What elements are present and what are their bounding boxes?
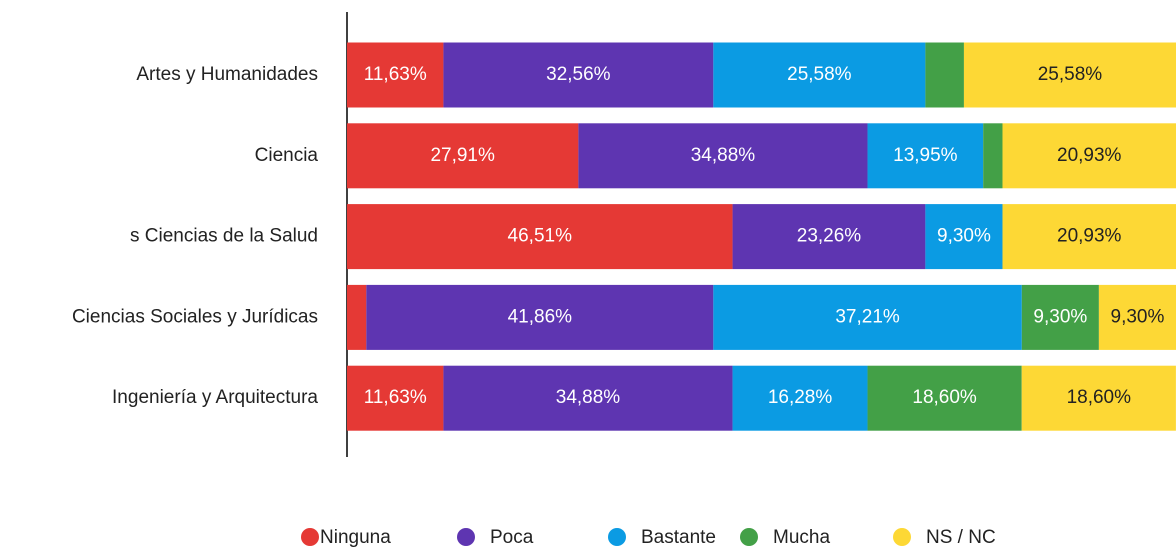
bar-segment [713,284,1022,350]
category-label: Ingeniería y Arquitectura [112,387,318,408]
legend-label: Bastante [641,527,716,547]
data-label: 13,95% [893,145,958,166]
data-label: 37,21% [835,306,900,327]
data-label: 9,30% [1033,306,1087,327]
legend-marker [893,528,911,546]
bar-segment [347,365,444,431]
bar-segment [1021,365,1176,431]
data-label: 16,28% [768,387,833,408]
legend-label: Mucha [773,527,830,547]
legend-label: Poca [490,527,534,547]
bar-segment [443,42,714,108]
bar-segment [366,284,714,350]
data-label: 9,30% [1111,306,1165,327]
bar-segment [578,123,868,189]
data-label: 27,91% [430,145,495,166]
category-label: Artes y Humanidades [136,64,318,85]
data-label: 41,86% [508,306,573,327]
data-label: 11,63% [364,387,427,408]
bar-segment [347,204,733,270]
bar-segment [443,365,733,431]
data-label: 20,93% [1057,226,1122,247]
bar-segment [347,284,367,350]
category-label: s Ciencias de la Salud [130,226,318,247]
bar-segment [1021,284,1099,350]
bar-segment [867,365,1022,431]
bar-segment [732,204,926,270]
bar-segment [925,42,964,108]
data-label: 18,60% [912,387,977,408]
data-label: 11,63% [364,64,427,85]
data-label: 32,56% [546,64,611,85]
bar-segment [983,123,1003,189]
bar-segment [732,365,868,431]
legend-label: NS / NC [926,527,996,547]
data-label: 18,60% [1067,387,1132,408]
bar-segment [1002,123,1176,189]
data-label: 9,30% [937,226,991,247]
data-label: 25,58% [1038,64,1103,85]
data-label: 20,93% [1057,145,1122,166]
bar-segment [347,42,444,108]
category-label: Ciencias Sociales y Jurídicas [72,306,318,327]
bar-segment [1002,204,1176,270]
bar-segment [347,123,579,189]
legend-marker [740,528,758,546]
legend-marker [301,528,319,546]
data-label: 34,88% [691,145,756,166]
legend-marker [608,528,626,546]
legend-marker [457,528,475,546]
data-label: 25,58% [787,64,852,85]
data-label: 46,51% [508,226,573,247]
category-label: Ciencia [255,145,319,166]
legend-label: Ninguna [320,527,391,547]
bar-segment [963,42,1176,108]
bar-segment [1098,284,1176,350]
bar-segment [925,204,1003,270]
data-label: 23,26% [797,226,862,247]
bar-segment [713,42,926,108]
bar-segment [867,123,984,189]
data-label: 34,88% [556,387,621,408]
